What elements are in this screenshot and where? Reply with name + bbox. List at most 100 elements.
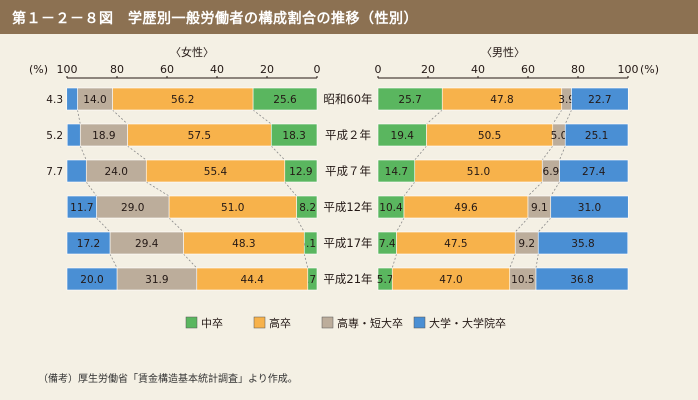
title-bar: 第１－２－８図 学歴別一般労働者の構成割合の推移（性別） [0,0,698,34]
female-tick-label: 60 [160,63,174,76]
female-connector-line [303,253,309,269]
male-tick-label: 0 [375,63,382,76]
male-connector-line [535,253,539,269]
female-bar-segment [66,159,87,183]
female-data-label: 14.0 [83,94,106,106]
male-data-label: 10.5 [511,274,534,286]
legend-label: 中卒 [201,316,223,330]
male-data-label: 19.4 [391,130,415,142]
female-connector-line [127,145,147,161]
female-data-label: 48.3 [232,238,255,250]
male-data-label: 9.1 [531,202,548,214]
female-connector-line [296,217,305,233]
female-data-label: 18.3 [282,130,305,142]
male-data-label: 7.4 [379,238,396,250]
male-data-label: 50.5 [478,130,501,142]
male-connector-line [541,145,554,161]
female-data-label: 29.0 [121,202,144,214]
male-panel-title: 〈男性〉 [481,45,525,59]
female-data-label: 7.7 [46,166,63,178]
legend-label: 大学・大学院卒 [429,316,506,330]
source-note: （備考）厚生労働省「賃金構造基本統計調査」より作成。 [38,374,298,385]
male-data-label: 47.0 [439,274,462,286]
female-data-label: 29.4 [135,238,159,250]
female-connector-line [112,109,128,125]
female-connector-line [183,253,198,269]
female-bar-segment [66,87,78,111]
female-connector-line [109,253,118,269]
legend-swatch [321,316,334,329]
male-connector-line [537,217,552,233]
category-label: 平成２年 [325,128,371,142]
female-connector-line [284,181,297,197]
female-connector-line [270,145,286,161]
male-connector-line [396,217,405,233]
male-connector-line [514,217,529,233]
category-label: 平成17年 [323,236,372,250]
category-label: 平成21年 [323,272,372,286]
male-data-label: 6.9 [543,166,560,178]
male-data-label: 25.1 [585,130,608,142]
female-tick-label: 0 [314,63,321,76]
legend-label: 高専・短大卒 [337,316,403,330]
male-connector-line [527,181,543,197]
male-bar-segment [559,159,629,183]
female-tick-label: 100 [57,63,78,76]
legend-swatch [253,316,266,329]
female-data-label: 12.9 [289,166,312,178]
female-tick-label: 20 [260,63,274,76]
male-data-label: 9.2 [518,238,535,250]
male-connector-line [550,181,560,197]
female-tick-label: 40 [210,63,224,76]
female-data-label: 25.6 [273,94,297,106]
male-bar-segment [537,231,629,255]
female-bar-segment [66,267,118,291]
male-data-label: 3.9 [558,94,575,106]
category-label: 平成７年 [325,164,371,178]
male-connector-line [426,109,443,125]
male-data-label: 25.7 [398,94,421,106]
female-unit-label: (%) [29,63,48,76]
female-data-label: 8.2 [299,202,316,214]
female-data-label: 55.4 [204,166,228,178]
male-connector-line [559,145,566,161]
male-data-label: 35.8 [571,238,594,250]
male-tick-label: 40 [471,63,485,76]
category-label: 平成12年 [323,200,372,214]
male-data-label: 49.6 [454,202,478,214]
male-connector-line [552,109,563,125]
female-data-label: 4.3 [46,94,63,106]
legend-swatch [185,316,198,329]
female-data-label: 31.9 [145,274,168,286]
male-tick-label: 20 [421,63,435,76]
male-tick-label: 100 [618,63,639,76]
female-connector-line [168,217,184,233]
female-data-label: 5.2 [46,130,63,142]
figure-title: 第１－２－８図 学歴別一般労働者の構成割合の推移（性別） [12,11,418,27]
male-data-label: 47.5 [444,238,467,250]
female-data-label: 44.4 [241,274,265,286]
female-data-label: 20.0 [80,274,103,286]
female-tick-label: 80 [110,63,124,76]
category-label: 昭和60年 [323,92,372,106]
female-connector-line [77,109,81,125]
male-data-label: 14.7 [385,166,408,178]
legend-label: 高卒 [269,316,291,330]
male-data-label: 51.0 [467,166,490,178]
male-data-label: 36.8 [570,274,593,286]
female-data-label: 24.0 [105,166,128,178]
male-unit-label: (%) [640,63,659,76]
male-bar-segment [571,87,629,111]
female-panel-title: 〈女性〉 [170,45,214,59]
female-connector-line [85,181,97,197]
female-bar-segment [66,123,81,147]
male-connector-line [391,253,397,269]
male-connector-line [403,181,416,197]
male-data-label: 27.4 [582,166,606,178]
male-bar-segment [564,123,629,147]
female-bar-segment [66,231,111,255]
legend-swatch [413,316,426,329]
male-connector-line [414,145,427,161]
